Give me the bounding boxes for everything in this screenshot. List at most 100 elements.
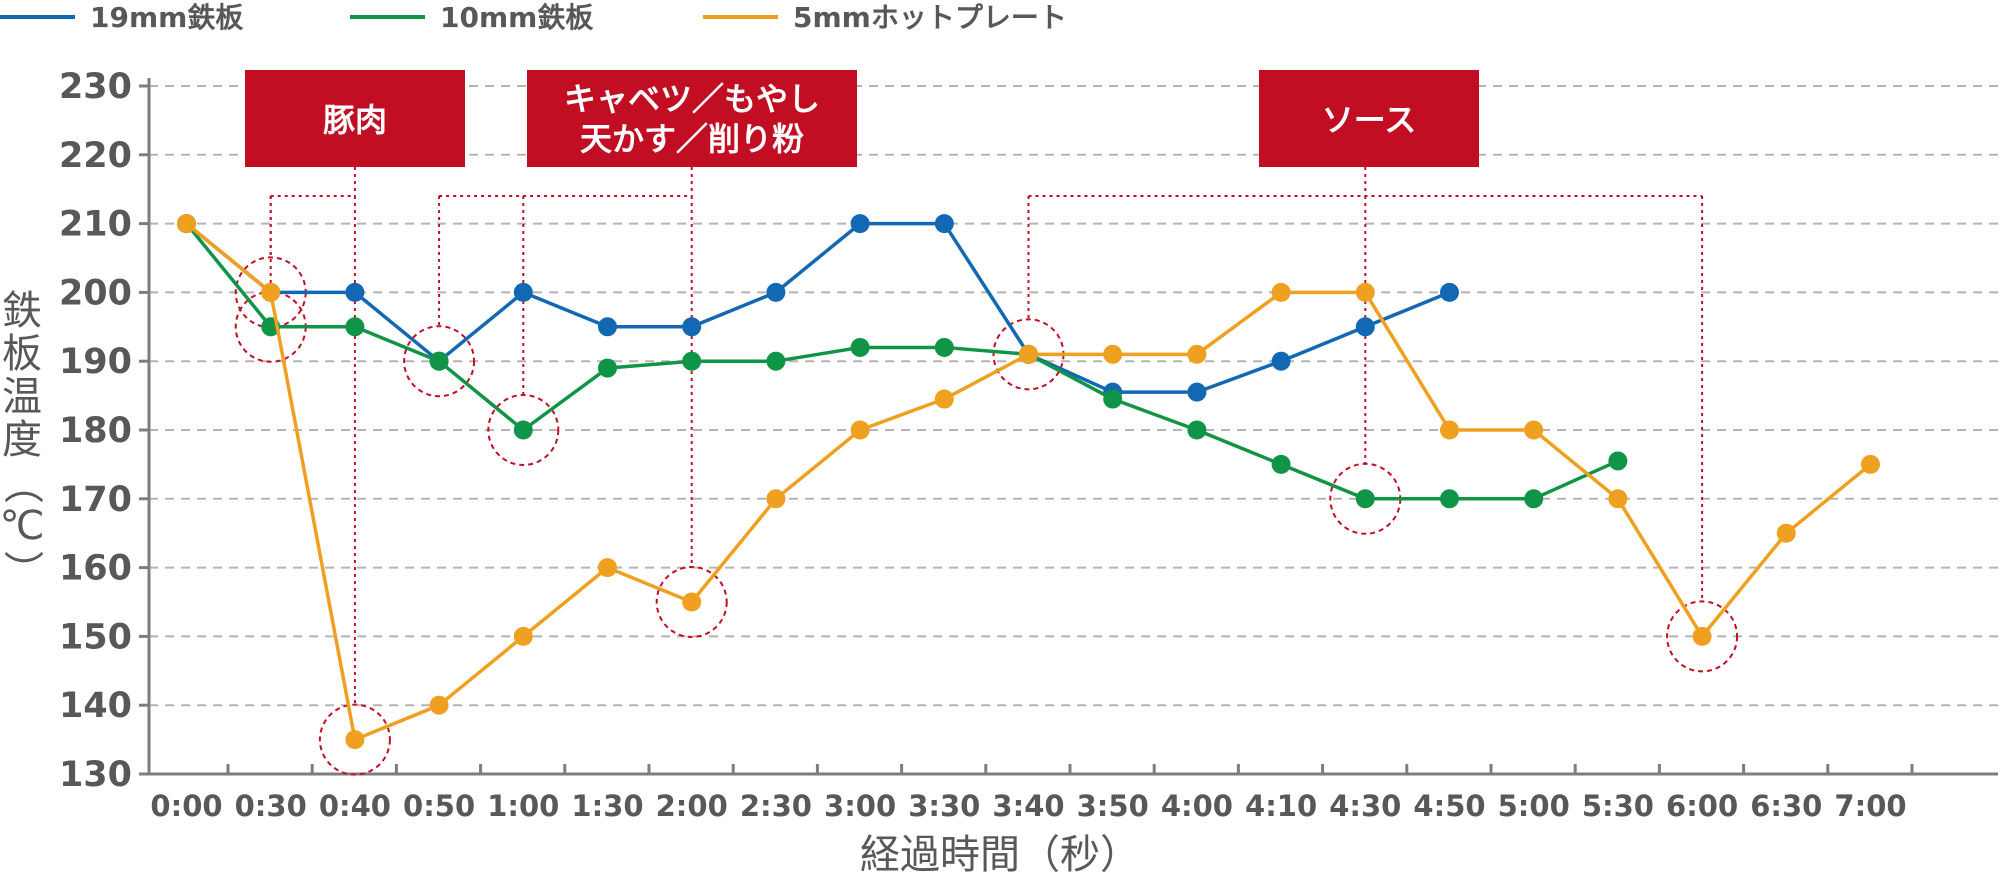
legend-label: 19mm鉄板: [90, 1, 243, 34]
y-tick-label: 150: [59, 617, 132, 657]
data-point: [682, 351, 702, 371]
x-tick-label: 2:00: [656, 789, 728, 823]
annotation-circle: [655, 566, 728, 638]
data-point: [513, 420, 533, 440]
y-tick-label: 170: [59, 480, 132, 520]
data-point: [598, 317, 617, 337]
data-point: [850, 337, 870, 357]
axes: 130 140 150 160 170 180 190 200 210 220 230 0:00 0:3…: [59, 67, 1998, 823]
data-point: [1103, 389, 1123, 409]
x-tick-label: 1:30: [571, 789, 643, 823]
y-axis-title-char: ）: [0, 550, 45, 590]
data-point: [1608, 451, 1628, 471]
data-point: [1355, 282, 1375, 302]
data-point: [1524, 420, 1544, 440]
data-point: [934, 214, 954, 234]
annotation-label: 豚肉: [323, 101, 387, 139]
data-point: [934, 337, 954, 357]
data-point: [1271, 282, 1291, 302]
y-axis-title-char: ℃: [0, 503, 44, 549]
x-tick-label: 3:30: [908, 789, 980, 823]
data-point: [429, 695, 449, 715]
y-tick-label: 230: [59, 67, 132, 107]
y-tick-label: 220: [59, 136, 132, 176]
x-tick-label: 0:50: [403, 789, 475, 823]
y-tick-label: 210: [59, 205, 132, 245]
x-tick-label: 4:00: [1161, 789, 1233, 823]
series: [177, 214, 1880, 750]
data-point: [1187, 420, 1207, 440]
data-point: [1776, 523, 1796, 543]
data-point: [513, 626, 533, 646]
data-point: [177, 214, 196, 234]
legend-label: 5mmホットプレート: [793, 1, 1067, 34]
series-line: [185, 222, 1619, 501]
data-point: [513, 282, 533, 302]
annotation-circle: [1666, 600, 1739, 673]
series-line: [185, 221, 1451, 394]
data-point: [1187, 344, 1207, 364]
annotation-label: キャベツ／もやし: [564, 80, 820, 118]
y-tick-label: 200: [59, 273, 132, 313]
data-point: [345, 730, 365, 750]
y-tick-label: 190: [59, 342, 132, 382]
annotation-box: [245, 70, 465, 167]
data-point: [1524, 489, 1544, 509]
x-tick-label: 0:00: [150, 789, 222, 823]
x-tick-label: 0:30: [235, 789, 307, 823]
series-group: [177, 214, 1628, 509]
data-point: [850, 214, 870, 234]
x-tick-label: 6:30: [1750, 789, 1822, 823]
annotation: ソース: [992, 70, 1739, 673]
y-tick-label: 140: [59, 686, 132, 726]
data-point: [1692, 626, 1712, 646]
y-axis-title-char: 鉄: [2, 288, 42, 334]
data-point: [766, 489, 786, 509]
legend-item: 10mm鉄板: [350, 1, 593, 34]
x-tick-label: 2:30: [740, 789, 812, 823]
x-tick-label: 4:30: [1329, 789, 1401, 823]
data-point: [1608, 489, 1628, 509]
annotation-circle: [318, 703, 391, 776]
data-point: [1440, 489, 1459, 509]
data-point: [1440, 282, 1459, 302]
annotation-box: [527, 70, 857, 167]
x-axis-title: 経過時間（秒）: [860, 832, 1140, 876]
annotation-label: 天かす／削り粉: [580, 120, 804, 158]
annotation-box: [1259, 70, 1479, 167]
data-point: [766, 351, 786, 371]
data-point: [261, 282, 281, 302]
y-tick-label: 180: [59, 411, 132, 451]
data-point: [1019, 344, 1038, 364]
legend-item: 5mmホットプレート: [703, 1, 1067, 34]
x-tick-label: 5:30: [1582, 789, 1654, 823]
data-point: [766, 282, 786, 302]
y-axis-title-char: （: [0, 464, 45, 504]
x-tick-label: 3:00: [824, 789, 896, 823]
x-tick-label: 5:00: [1498, 789, 1570, 823]
series-group: [177, 214, 1459, 402]
data-point: [1440, 420, 1459, 440]
annotation: 豚肉: [234, 70, 465, 776]
x-tick-label: 3:40: [992, 789, 1064, 823]
annotation-label: ソース: [1322, 101, 1416, 139]
series-group: [177, 214, 1880, 750]
y-axis-title-char: 板: [2, 331, 42, 377]
data-point: [1271, 454, 1291, 474]
y-axis-title-char: 温: [2, 374, 42, 420]
legend: 19mm鉄板 10mm鉄板 5mmホットプレート: [0, 1, 1067, 34]
y-tick-label: 160: [59, 549, 132, 589]
data-point: [598, 558, 617, 578]
x-tick-label: 3:50: [1077, 789, 1149, 823]
data-point: [1103, 344, 1123, 364]
data-point: [1355, 317, 1375, 337]
legend-item: 19mm鉄板: [0, 1, 243, 34]
y-tick-label: 130: [59, 755, 132, 795]
data-point: [345, 282, 365, 302]
annotation-circle: [403, 325, 476, 398]
data-point: [429, 351, 449, 371]
